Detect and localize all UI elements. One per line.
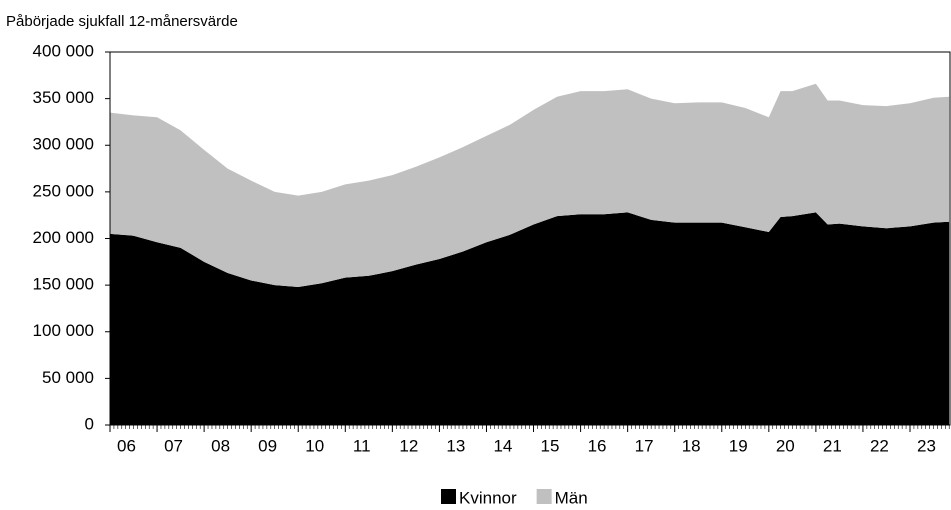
x-tick-label: 11 (353, 436, 371, 455)
x-tick-label: 16 (588, 436, 607, 455)
y-tick-label: 350 000 (33, 88, 94, 107)
x-tick-label: 12 (399, 436, 418, 455)
area (110, 212, 950, 425)
legend-swatch (536, 489, 552, 504)
x-tick-label: 23 (917, 436, 936, 455)
x-tick-label: 18 (682, 436, 701, 455)
y-tick-label: 400 000 (33, 41, 94, 60)
y-tick-label: 100 000 (33, 321, 94, 340)
area (110, 83, 950, 287)
y-tick-label: 50 000 (42, 368, 94, 387)
x-tick-label: 21 (823, 436, 842, 455)
x-tick-label: 08 (211, 436, 230, 455)
y-tick-label: 250 000 (33, 181, 94, 200)
x-tick-label: 20 (776, 436, 795, 455)
y-tick-label: 150 000 (33, 275, 94, 294)
x-tick-label: 09 (258, 436, 277, 455)
x-tick-label: 17 (635, 436, 654, 455)
legend-swatch (441, 489, 456, 504)
y-tick-label: 300 000 (33, 135, 94, 154)
x-tick-label: 14 (493, 436, 512, 455)
x-tick-label: 06 (117, 436, 136, 455)
legend-label: Kvinnor (459, 488, 517, 507)
legend-label: Män (555, 488, 588, 507)
x-tick-label: 10 (305, 436, 324, 455)
y-tick-label: 200 000 (33, 228, 94, 247)
x-tick-label: 22 (870, 436, 889, 455)
chart-title: Påbörjade sjukfall 12-månersvärde (6, 13, 238, 30)
x-tick-label: 19 (729, 436, 748, 455)
x-tick-label: 07 (164, 436, 183, 455)
y-tick-label: 0 (85, 414, 94, 433)
x-tick-label: 13 (446, 436, 465, 455)
x-tick-label: 15 (541, 436, 560, 455)
